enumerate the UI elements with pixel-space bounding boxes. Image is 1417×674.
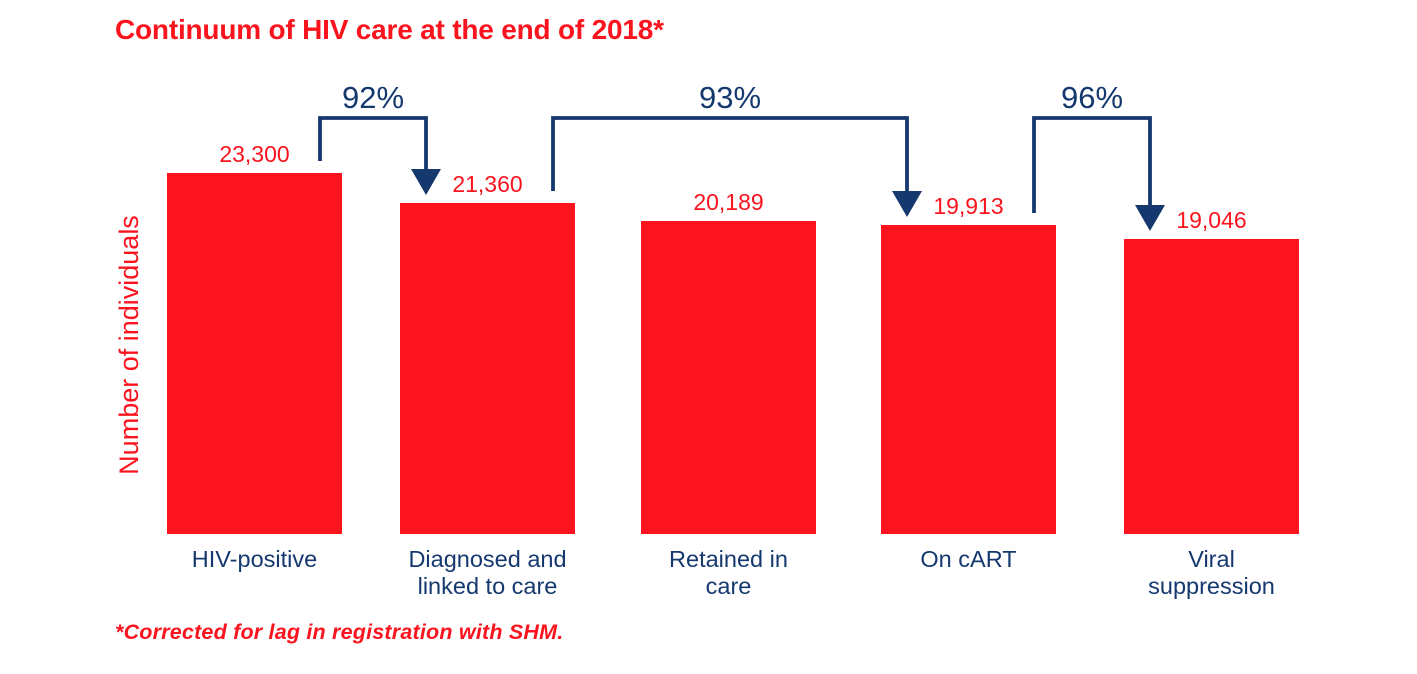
percentage-label: 93% [699,80,761,115]
bar-value-label: 23,300 [219,141,290,167]
chart-title: Continuum of HIV care at the end of 2018… [115,14,664,45]
bar-category-label: Retained in care [669,546,788,599]
bar [167,173,342,534]
bar-category-label: HIV-positive [191,546,318,572]
arrowhead-down-icon [892,191,922,217]
bar [400,203,575,534]
footnote: *Corrected for lag in registration with … [115,620,564,644]
percentage-label: 92% [342,80,404,115]
bar [881,225,1056,534]
bar-category-label: On cART [920,546,1017,572]
bar-category-label: Viral suppression [1148,546,1275,599]
bar-value-label: 20,189 [693,189,764,215]
bar-category-label: Diagnosed and linked to care [408,546,567,599]
bar [641,221,816,534]
bar-value-label: 21,360 [452,171,523,197]
bar-value-label: 19,046 [1176,207,1247,233]
retention-arrow [551,116,909,199]
arrowhead-down-icon [411,169,441,195]
bar-value-label: 19,913 [933,193,1004,219]
retention-arrow [1032,116,1152,213]
arrowhead-down-icon [1135,205,1165,231]
bar [1124,239,1299,534]
retention-arrow [318,116,428,177]
percentage-label: 96% [1061,80,1123,115]
